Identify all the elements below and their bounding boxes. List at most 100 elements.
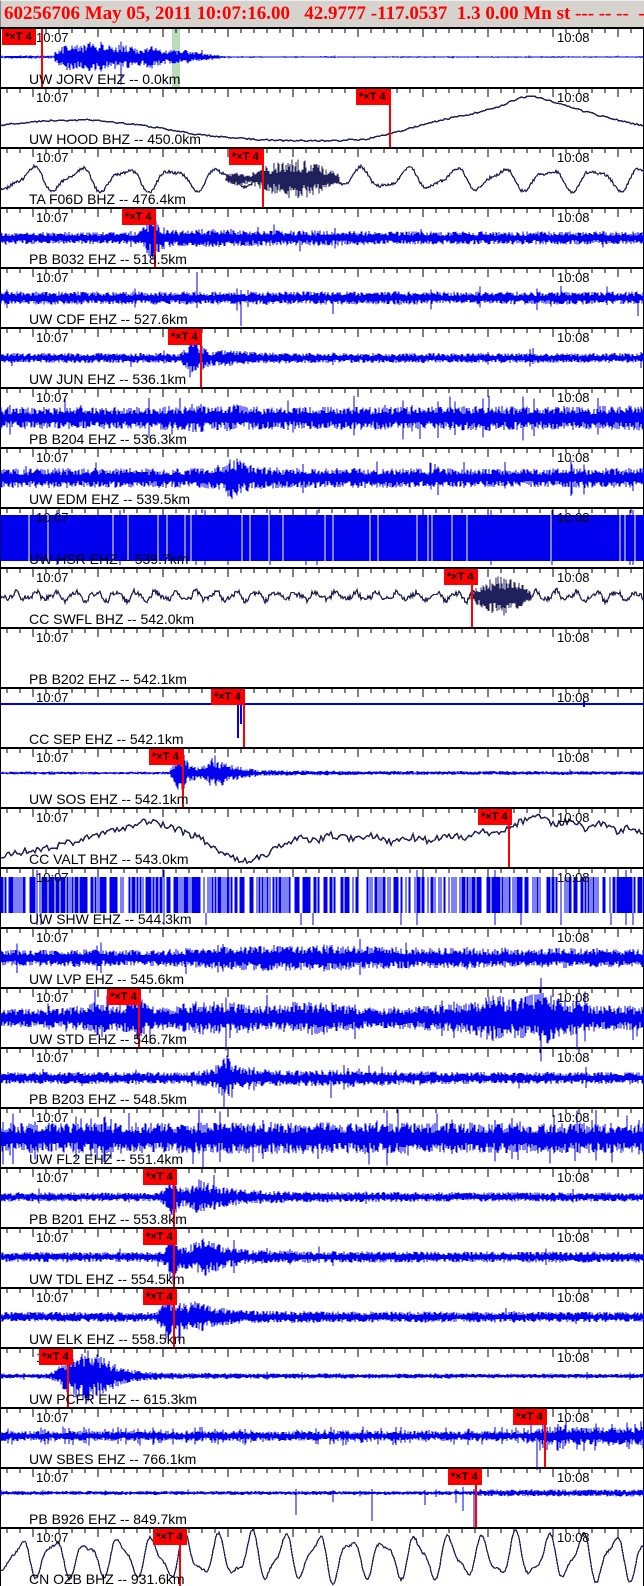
pick-line[interactable] (389, 89, 391, 147)
trace-path (0, 1295, 644, 1342)
waveform[interactable] (0, 209, 644, 267)
waveform[interactable] (0, 329, 644, 387)
station-label: CC VALT BHZ -- 543.0km (29, 851, 189, 867)
pick-badge[interactable]: *×T 4 (143, 1169, 177, 1185)
waveform[interactable] (0, 269, 644, 327)
waveform[interactable] (1, 629, 644, 687)
trace-list: 10:07 10:08 *×T 4 UW JORV EHZ -- 0.0km 10:07… (0, 27, 644, 1586)
station-label: UW HOOD BHZ -- 450.0km (29, 131, 201, 147)
pick-badge[interactable]: *×T 4 (107, 989, 141, 1005)
waveform[interactable] (0, 389, 644, 447)
trace-row: 10:07 10:08 *×T 4 UW SBES EHZ -- 766.1km (0, 1407, 644, 1470)
trace-path (0, 95, 644, 143)
pick-line[interactable] (262, 149, 264, 207)
trace-row: 10:07 10:08 UW LVP EHZ -- 545.6km (0, 927, 644, 987)
trace-path (0, 395, 644, 441)
time-ticks (6, 149, 644, 157)
waveform[interactable] (0, 1527, 644, 1586)
station-label: UW FL2 EHZ -- 551.4km (29, 1151, 184, 1167)
pick-badge[interactable]: *×T 4 (149, 749, 183, 765)
pick-line[interactable] (544, 1409, 546, 1467)
trace-path (0, 1172, 644, 1216)
trace-path (0, 333, 644, 378)
time-label-right: 10:08 (557, 810, 590, 825)
station-label: UW EDM EHZ -- 539.5km (29, 491, 191, 507)
pick-line[interactable] (179, 1529, 181, 1586)
pick-line[interactable] (508, 809, 510, 867)
pick-line[interactable] (41, 29, 43, 87)
waveform[interactable] (0, 749, 644, 807)
station-label: UW JUN EHZ -- 536.1km (29, 371, 187, 387)
pick-line[interactable] (138, 989, 140, 1047)
time-ticks (6, 269, 644, 277)
time-label-right: 10:08 (557, 1170, 590, 1185)
station-label: UW CDF EHZ -- 527.6km (29, 311, 188, 327)
time-label-left: 10:07 (36, 90, 69, 105)
time-label-left: 10:07 (36, 990, 69, 1005)
pick-line[interactable] (243, 689, 245, 747)
waveform[interactable] (0, 869, 644, 927)
pick-badge[interactable]: *×T 4 (211, 689, 245, 705)
pick-badge[interactable]: *×T 4 (39, 1349, 73, 1365)
waveform[interactable] (0, 1049, 644, 1108)
waveform[interactable] (0, 978, 644, 1062)
waveform[interactable] (0, 149, 644, 207)
time-label-left: 10:07 (36, 1530, 69, 1545)
trace-row: 10:07 10:08 *×T 4 TA F06D BHZ -- 476.4km (0, 147, 644, 207)
pick-line[interactable] (471, 569, 473, 627)
pick-badge[interactable]: *×T 4 (122, 209, 156, 225)
waveform[interactable] (0, 29, 644, 87)
pick-badge[interactable]: *×T 4 (444, 569, 478, 585)
time-label-left: 10:07 (36, 1290, 69, 1305)
time-label-right: 10:08 (557, 270, 590, 285)
pick-badge[interactable]: *×T 4 (143, 1229, 177, 1245)
time-label-left: 10:07 (36, 210, 69, 225)
trace-path (0, 41, 644, 85)
pick-line[interactable] (200, 329, 202, 387)
pick-badge[interactable]: *×T 4 (168, 329, 202, 345)
pick-line[interactable] (67, 1349, 69, 1407)
pick-line[interactable] (173, 1169, 175, 1227)
station-label: UW JORV EHZ -- 0.0km (29, 71, 181, 87)
trace-path (0, 217, 644, 260)
pick-line[interactable] (182, 749, 184, 807)
station-label: CC SWFL BHZ -- 542.0km (29, 611, 195, 627)
pick-line[interactable] (173, 1289, 175, 1347)
trace-path (1, 694, 644, 738)
pick-badge[interactable]: *×T 4 (153, 1529, 187, 1545)
time-ticks (6, 1469, 644, 1477)
pick-badge[interactable]: *×T 4 (143, 1289, 177, 1305)
time-label-left: 10:07 (36, 630, 69, 645)
time-ticks (6, 689, 644, 697)
pick-badge[interactable]: *×T 4 (229, 149, 263, 165)
pick-line[interactable] (154, 209, 156, 267)
pick-badge[interactable]: *×T 4 (2, 29, 36, 45)
waveform[interactable] (0, 1469, 644, 1527)
time-label-right: 10:08 (557, 750, 590, 765)
time-label-left: 10:07 (36, 930, 69, 945)
waveform[interactable] (0, 1169, 644, 1227)
pick-badge[interactable]: *×T 4 (478, 809, 512, 825)
waveform[interactable] (0, 1409, 644, 1470)
waveform[interactable] (0, 1229, 644, 1287)
time-label-left: 10:07 (36, 270, 69, 285)
pick-line[interactable] (475, 1469, 477, 1527)
waveform[interactable] (0, 509, 644, 567)
waveform[interactable] (0, 569, 644, 627)
waveform[interactable] (0, 1349, 644, 1407)
time-label-right: 10:08 (557, 630, 590, 645)
pick-badge[interactable]: *×T 4 (356, 89, 390, 105)
trace-row: 10:07 10:08 PB B202 EHZ -- 542.1km (0, 627, 644, 687)
pick-badge[interactable]: *×T 4 (448, 1469, 482, 1485)
pick-badge[interactable]: *×T 4 (513, 1409, 547, 1425)
station-label: PB B926 EHZ -- 849.7km (29, 1511, 187, 1527)
waveform[interactable] (0, 449, 644, 507)
time-label-left: 10:07 (36, 390, 69, 405)
pick-line[interactable] (173, 1229, 175, 1287)
time-label-right: 10:08 (557, 1050, 590, 1065)
waveform[interactable] (0, 1109, 644, 1167)
time-label-left: 10:07 (36, 1410, 69, 1425)
waveform[interactable] (0, 929, 644, 987)
